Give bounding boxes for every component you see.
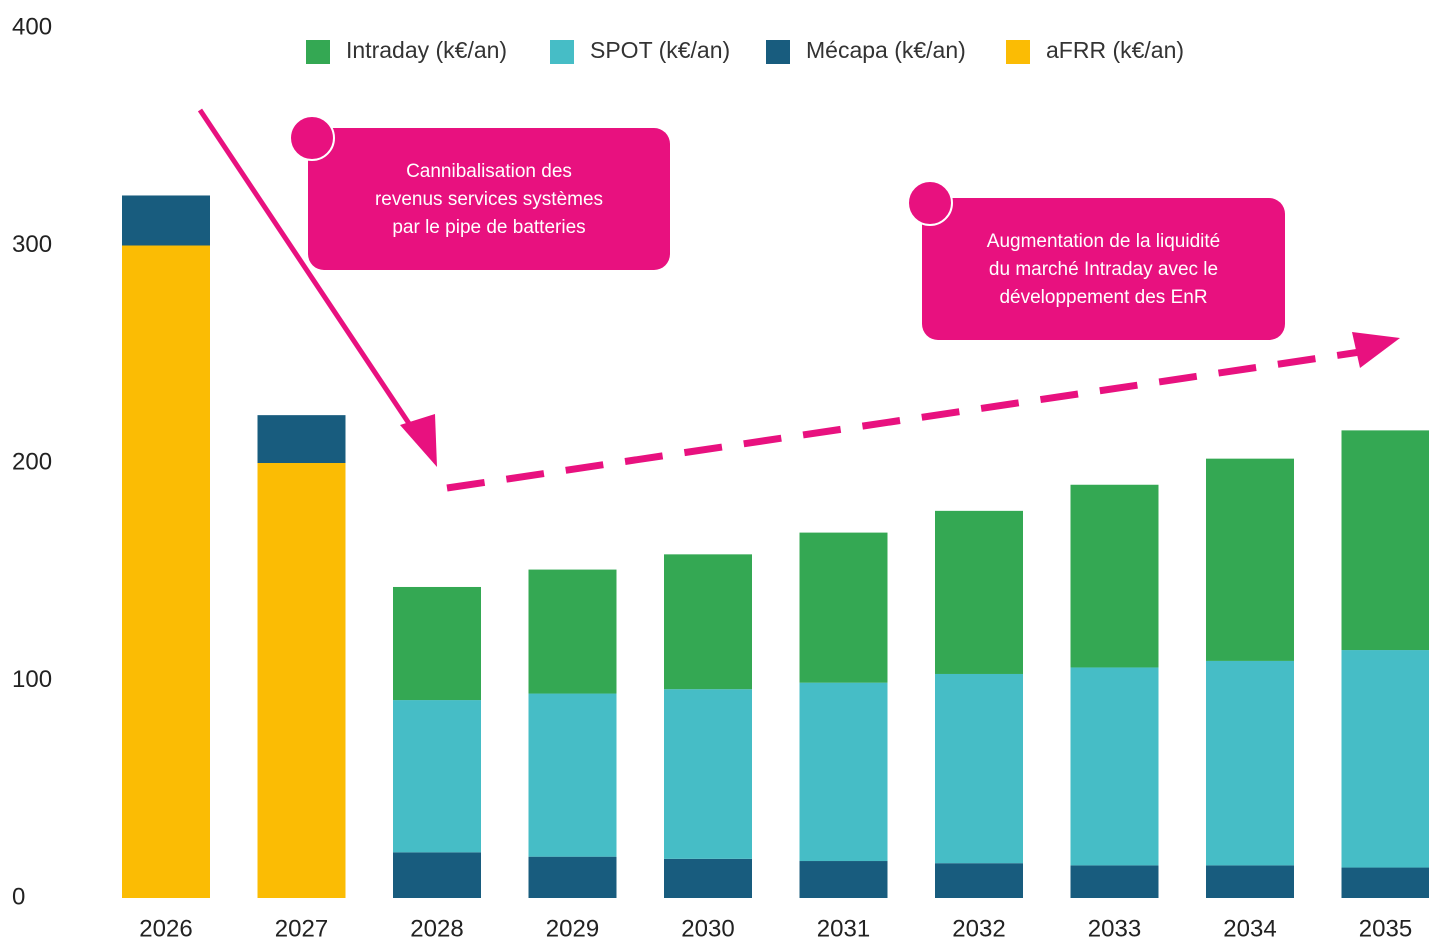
bar-segment [799, 861, 888, 898]
annotation-text: Augmentation de la liquidité [987, 231, 1220, 252]
bar-segment [1206, 458, 1294, 661]
x-tick-label: 2035 [1359, 915, 1412, 942]
bar-segment [799, 682, 888, 862]
y-tick-label: 300 [12, 231, 52, 258]
bar-segment [935, 863, 1023, 898]
x-tick-label: 2029 [546, 915, 599, 942]
annotation-box [308, 128, 670, 270]
legend-swatch [306, 40, 330, 64]
y-tick-label: 0 [12, 883, 25, 910]
x-tick-label: 2026 [139, 915, 192, 942]
arrow-head [1352, 332, 1400, 368]
legend-label: SPOT (k€/an) [590, 37, 730, 63]
annotation-text: revenus services systèmes [375, 189, 603, 210]
bar-segment [1206, 865, 1294, 898]
arrow [197, 108, 423, 442]
bar-segment [393, 700, 481, 853]
x-tick-label: 2034 [1223, 915, 1276, 942]
legend-label: Intraday (k€/an) [346, 37, 507, 63]
legend-label: aFRR (k€/an) [1046, 37, 1184, 63]
y-tick-label: 100 [12, 666, 52, 693]
annotation-text: Cannibalisation des [406, 161, 572, 182]
legend-swatch [550, 40, 574, 64]
bar-segment [1341, 430, 1429, 651]
x-tick-label: 2031 [817, 915, 870, 942]
bar-segment [393, 852, 481, 898]
bar-segment [935, 673, 1023, 864]
bar-segment [1206, 660, 1294, 866]
arrow-head [400, 414, 437, 467]
x-tick-label: 2027 [275, 915, 328, 942]
legend-label: Mécapa (k€/an) [806, 37, 966, 63]
x-tick-label: 2032 [952, 915, 1005, 942]
bar-segment [1070, 865, 1159, 898]
bar-segment [528, 693, 617, 857]
annotation-dot [289, 115, 335, 161]
bars [122, 195, 1429, 898]
annotation-text: par le pipe de batteries [392, 217, 585, 238]
legend-swatch [1006, 40, 1030, 64]
annotation-text: du marché Intraday avec le [989, 259, 1218, 280]
bar-segment [664, 858, 752, 898]
bar-segment [1070, 667, 1159, 866]
annotation-dot [907, 180, 953, 226]
bar-segment [257, 463, 346, 898]
bar-segment [664, 554, 752, 690]
bar-segment [528, 856, 617, 898]
annotation-text: développement des EnR [999, 287, 1207, 308]
bar-segment [122, 195, 210, 246]
bar-segment [1341, 650, 1429, 868]
bar-segment [799, 532, 888, 683]
bar-segment [935, 510, 1023, 674]
bar-segment [528, 569, 617, 694]
x-tick-label: 2033 [1088, 915, 1141, 942]
dashed-arrow [446, 348, 1361, 492]
bar-segment [1070, 484, 1159, 668]
x-tick-label: 2028 [410, 915, 463, 942]
bar-segment [664, 689, 752, 859]
legend-swatch [766, 40, 790, 64]
x-tick-label: 2030 [681, 915, 734, 942]
bar-segment [393, 586, 481, 701]
bar-segment [122, 245, 210, 898]
y-tick-label: 200 [12, 448, 52, 475]
bar-segment [257, 415, 346, 463]
bar-segment [1341, 867, 1429, 898]
y-tick-label: 400 [12, 13, 52, 40]
annotation-box [922, 198, 1285, 340]
